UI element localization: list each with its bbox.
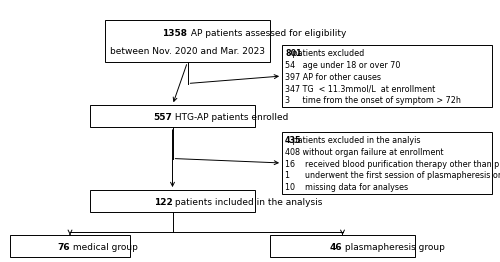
Text: 557: 557 [154,113,172,122]
Text: 76: 76 [58,243,70,252]
Text: 408 without organ failure at enrollment: 408 without organ failure at enrollment [285,148,444,157]
Bar [282,132,492,194]
Text: AP patients assessed for eligibility: AP patients assessed for eligibility [188,29,346,38]
Text: 10    missing data for analyses: 10 missing data for analyses [285,183,408,192]
Text: 1358: 1358 [162,29,188,38]
Text: medical group: medical group [70,243,138,252]
Text: 1      underwent the first session of plasmapheresis on day5: 1 underwent the first session of plasmap… [285,171,500,180]
Text: patients included in the analysis: patients included in the analysis [172,198,323,207]
Bar [90,105,255,127]
Text: 435: 435 [285,136,302,145]
Text: 54   age under 18 or over 70: 54 age under 18 or over 70 [285,61,401,70]
Text: 46: 46 [330,243,342,252]
Text: 347 TG  < 11.3mmol/L  at enrollment: 347 TG < 11.3mmol/L at enrollment [285,84,435,93]
Text: 397 AP for other causes: 397 AP for other causes [285,73,381,82]
Bar [282,45,492,107]
Bar [90,190,255,212]
Text: 122: 122 [154,198,172,207]
Text: patients excluded: patients excluded [290,49,364,58]
Text: patients excluded in the analyis: patients excluded in the analyis [290,136,421,145]
Text: plasmapheresis group: plasmapheresis group [342,243,446,252]
Text: 801: 801 [285,49,302,58]
Bar [10,235,130,257]
Text: HTG-AP patients enrolled: HTG-AP patients enrolled [172,113,289,122]
Bar [270,235,415,257]
Bar [105,20,270,62]
Text: between Nov. 2020 and Mar. 2023: between Nov. 2020 and Mar. 2023 [110,47,265,56]
Text: 16    received blood purification therapy other than plasmapheresis: 16 received blood purification therapy o… [285,160,500,169]
Text: 3     time from the onset of symptom > 72h: 3 time from the onset of symptom > 72h [285,96,461,105]
